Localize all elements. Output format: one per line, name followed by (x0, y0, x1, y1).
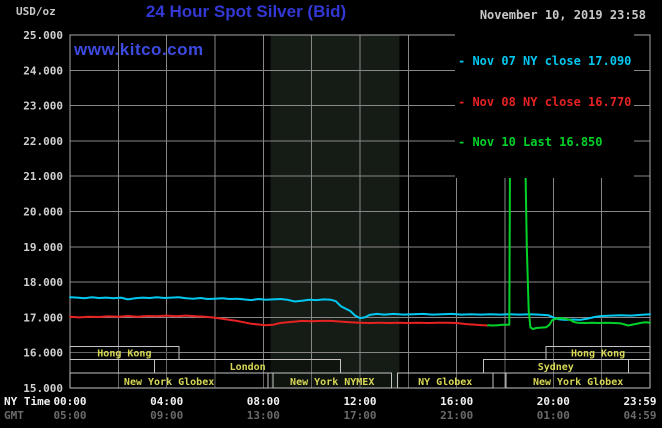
x-tick-label: 09:00 (150, 409, 183, 422)
session-box (69, 372, 269, 389)
session-box (69, 346, 180, 360)
y-tick-label: 21.000 (23, 170, 63, 183)
x-tick-label: 20:00 (537, 395, 570, 408)
y-tick-label: 22.000 (23, 135, 63, 148)
session-label: Hong Kong (571, 349, 625, 360)
legend-item-nov10: - Nov 10 Last 16.850 (458, 135, 603, 149)
x-tick-label: 21:00 (440, 409, 473, 422)
y-tick-label: 16.000 (23, 347, 63, 360)
x-axis-row-name: GMT (4, 409, 24, 422)
session-label: New York NYMEX (290, 377, 374, 388)
session-label: New York Globex (533, 377, 623, 388)
x-tick-label: 12:00 (343, 395, 376, 408)
series-line-1 (69, 314, 490, 327)
series-line-0 (69, 296, 651, 321)
x-tick-label: 17:00 (343, 409, 376, 422)
x-tick-label: 05:00 (53, 409, 86, 422)
x-tick-label: 01:00 (537, 409, 570, 422)
page-title: 24 Hour Spot Silver (Bid) (145, 2, 347, 21)
y-tick-label: 15.000 (23, 382, 63, 395)
kitco-watermark: www.kitco.com (74, 40, 204, 59)
y-tick-label: 19.000 (23, 241, 63, 254)
session-label: London (230, 362, 266, 373)
x-tick-label: 23:59 (623, 395, 656, 408)
y-tick-label: 20.000 (23, 206, 63, 219)
x-tick-label: 04:00 (150, 395, 183, 408)
x-tick-label: 04:59 (623, 409, 656, 422)
chart-legend: - Nov 07 NY close 17.090 - Nov 08 NY clo… (455, 27, 635, 178)
session-label: New York Globex (124, 377, 214, 388)
x-tick-label: 16:00 (440, 395, 473, 408)
session-label: NY Globex (418, 377, 472, 388)
y-tick-label: 23.000 (23, 100, 63, 113)
legend-item-nov08: - Nov 08 NY close 16.770 (458, 94, 632, 109)
y-tick-label: 24.000 (23, 64, 63, 77)
session-label: Hong Kong (97, 349, 151, 360)
y-tick-label: 18.000 (23, 276, 63, 289)
session-box (272, 372, 392, 389)
session-box (505, 372, 651, 389)
session-box (396, 372, 494, 389)
legend-item-nov07: - Nov 07 NY close 17.090 (458, 54, 632, 68)
x-axis-row-name: NY Time (4, 395, 51, 408)
x-tick-label: 08:00 (247, 395, 280, 408)
y-tick-label: 25.000 (23, 29, 63, 42)
x-tick-label: 00:00 (53, 395, 86, 408)
session-label: Sydney (538, 362, 574, 373)
y-axis-unit-label: USD/oz (16, 5, 56, 18)
y-tick-label: 17.000 (23, 311, 63, 324)
chart-timestamp: November 10, 2019 23:58 (479, 8, 646, 22)
x-tick-label: 13:00 (247, 409, 280, 422)
